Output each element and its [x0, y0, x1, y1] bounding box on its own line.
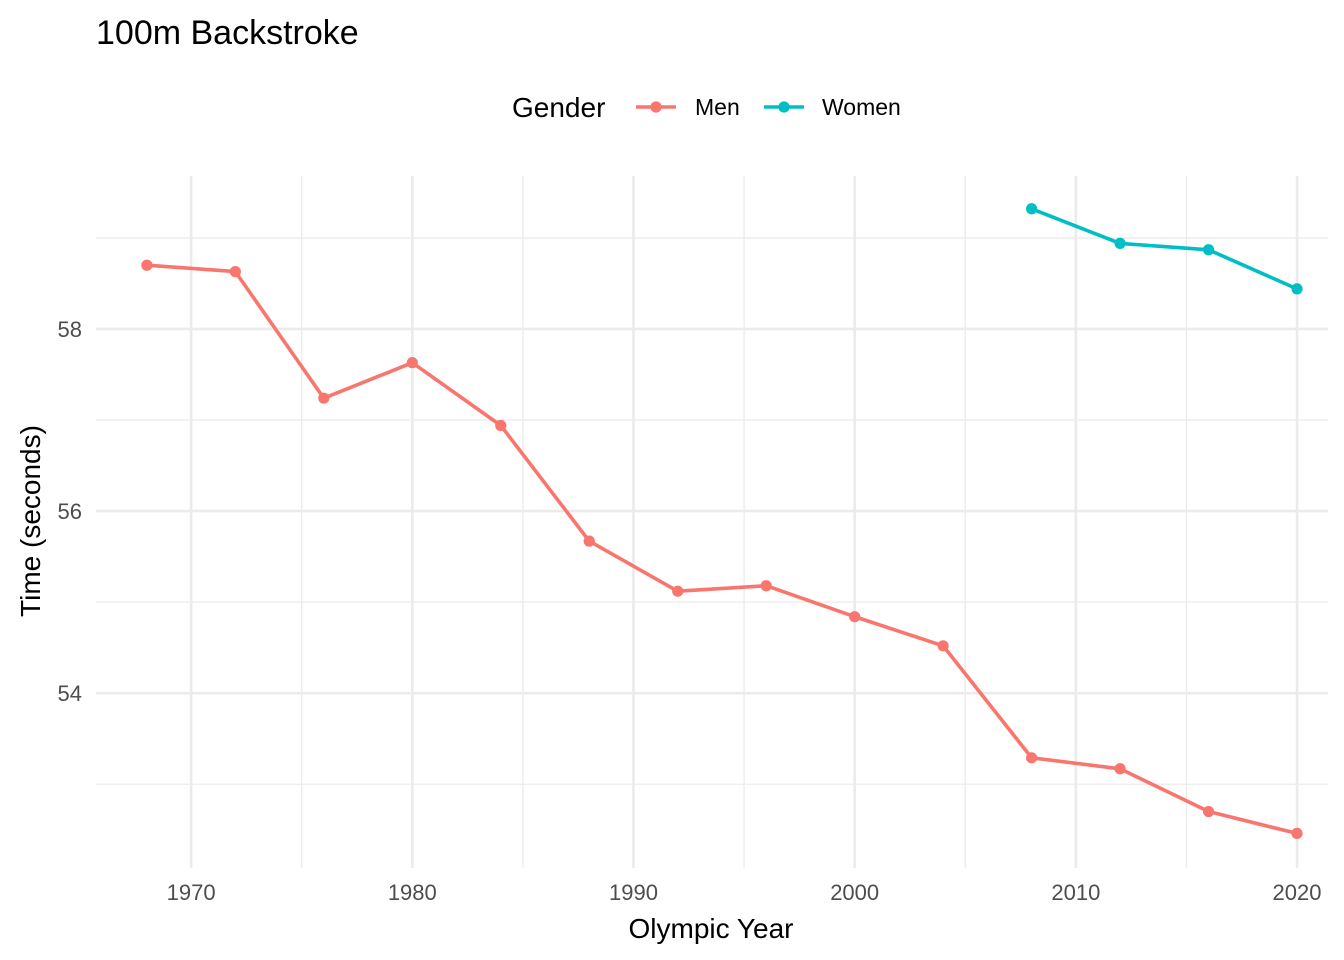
legend-key-men: Men: [636, 94, 740, 120]
series-men: [141, 259, 1303, 840]
y-tick-label: 54: [58, 681, 82, 706]
legend-title: Gender: [512, 92, 605, 123]
data-point-men: [760, 580, 772, 592]
x-tick-label: 1970: [167, 880, 216, 905]
legend-swatch-point: [778, 101, 790, 113]
data-point-men: [1202, 805, 1215, 818]
data-point-women: [1291, 283, 1303, 295]
data-point-men: [1114, 763, 1126, 775]
data-point-men: [318, 392, 330, 404]
data-point-men: [495, 419, 507, 432]
y-axis-ticks: 54 56 58: [58, 317, 82, 706]
data-point-men: [229, 266, 241, 278]
x-tick-label: 2020: [1273, 880, 1322, 905]
legend: Gender Men Women: [512, 92, 901, 123]
data-point-men: [849, 611, 861, 623]
x-tick-label: 1990: [609, 880, 658, 905]
y-axis-title: Time (seconds): [15, 425, 46, 617]
legend-swatch-point: [650, 101, 662, 113]
data-point-men: [583, 535, 595, 547]
data-point-women: [1114, 237, 1126, 249]
y-tick-label: 58: [58, 317, 82, 342]
legend-key-women: Women: [764, 94, 901, 120]
data-point-men: [1026, 752, 1038, 764]
series-line-women: [1030, 207, 1298, 291]
data-point-men: [672, 585, 684, 597]
y-tick-label: 56: [58, 499, 82, 524]
plot-grid: [96, 176, 1328, 868]
series-layer: [141, 203, 1303, 840]
legend-label-women: Women: [822, 94, 901, 120]
data-point-women: [1202, 244, 1215, 256]
series-women: [1026, 203, 1303, 295]
data-point-men: [1291, 827, 1303, 840]
data-point-men: [937, 640, 949, 652]
data-point-women: [1026, 203, 1038, 215]
x-tick-label: 2000: [830, 880, 879, 905]
series-line-men: [146, 263, 1298, 836]
x-axis-ticks: 1970 1980 1990 2000 2010 2020: [167, 880, 1322, 905]
data-point-men: [141, 259, 153, 271]
x-axis-title: Olympic Year: [629, 913, 794, 944]
legend-label-men: Men: [695, 94, 740, 120]
x-tick-label: 2010: [1051, 880, 1100, 905]
data-point-men: [406, 357, 418, 369]
x-tick-label: 1980: [388, 880, 437, 905]
chart-title: 100m Backstroke: [96, 14, 359, 52]
